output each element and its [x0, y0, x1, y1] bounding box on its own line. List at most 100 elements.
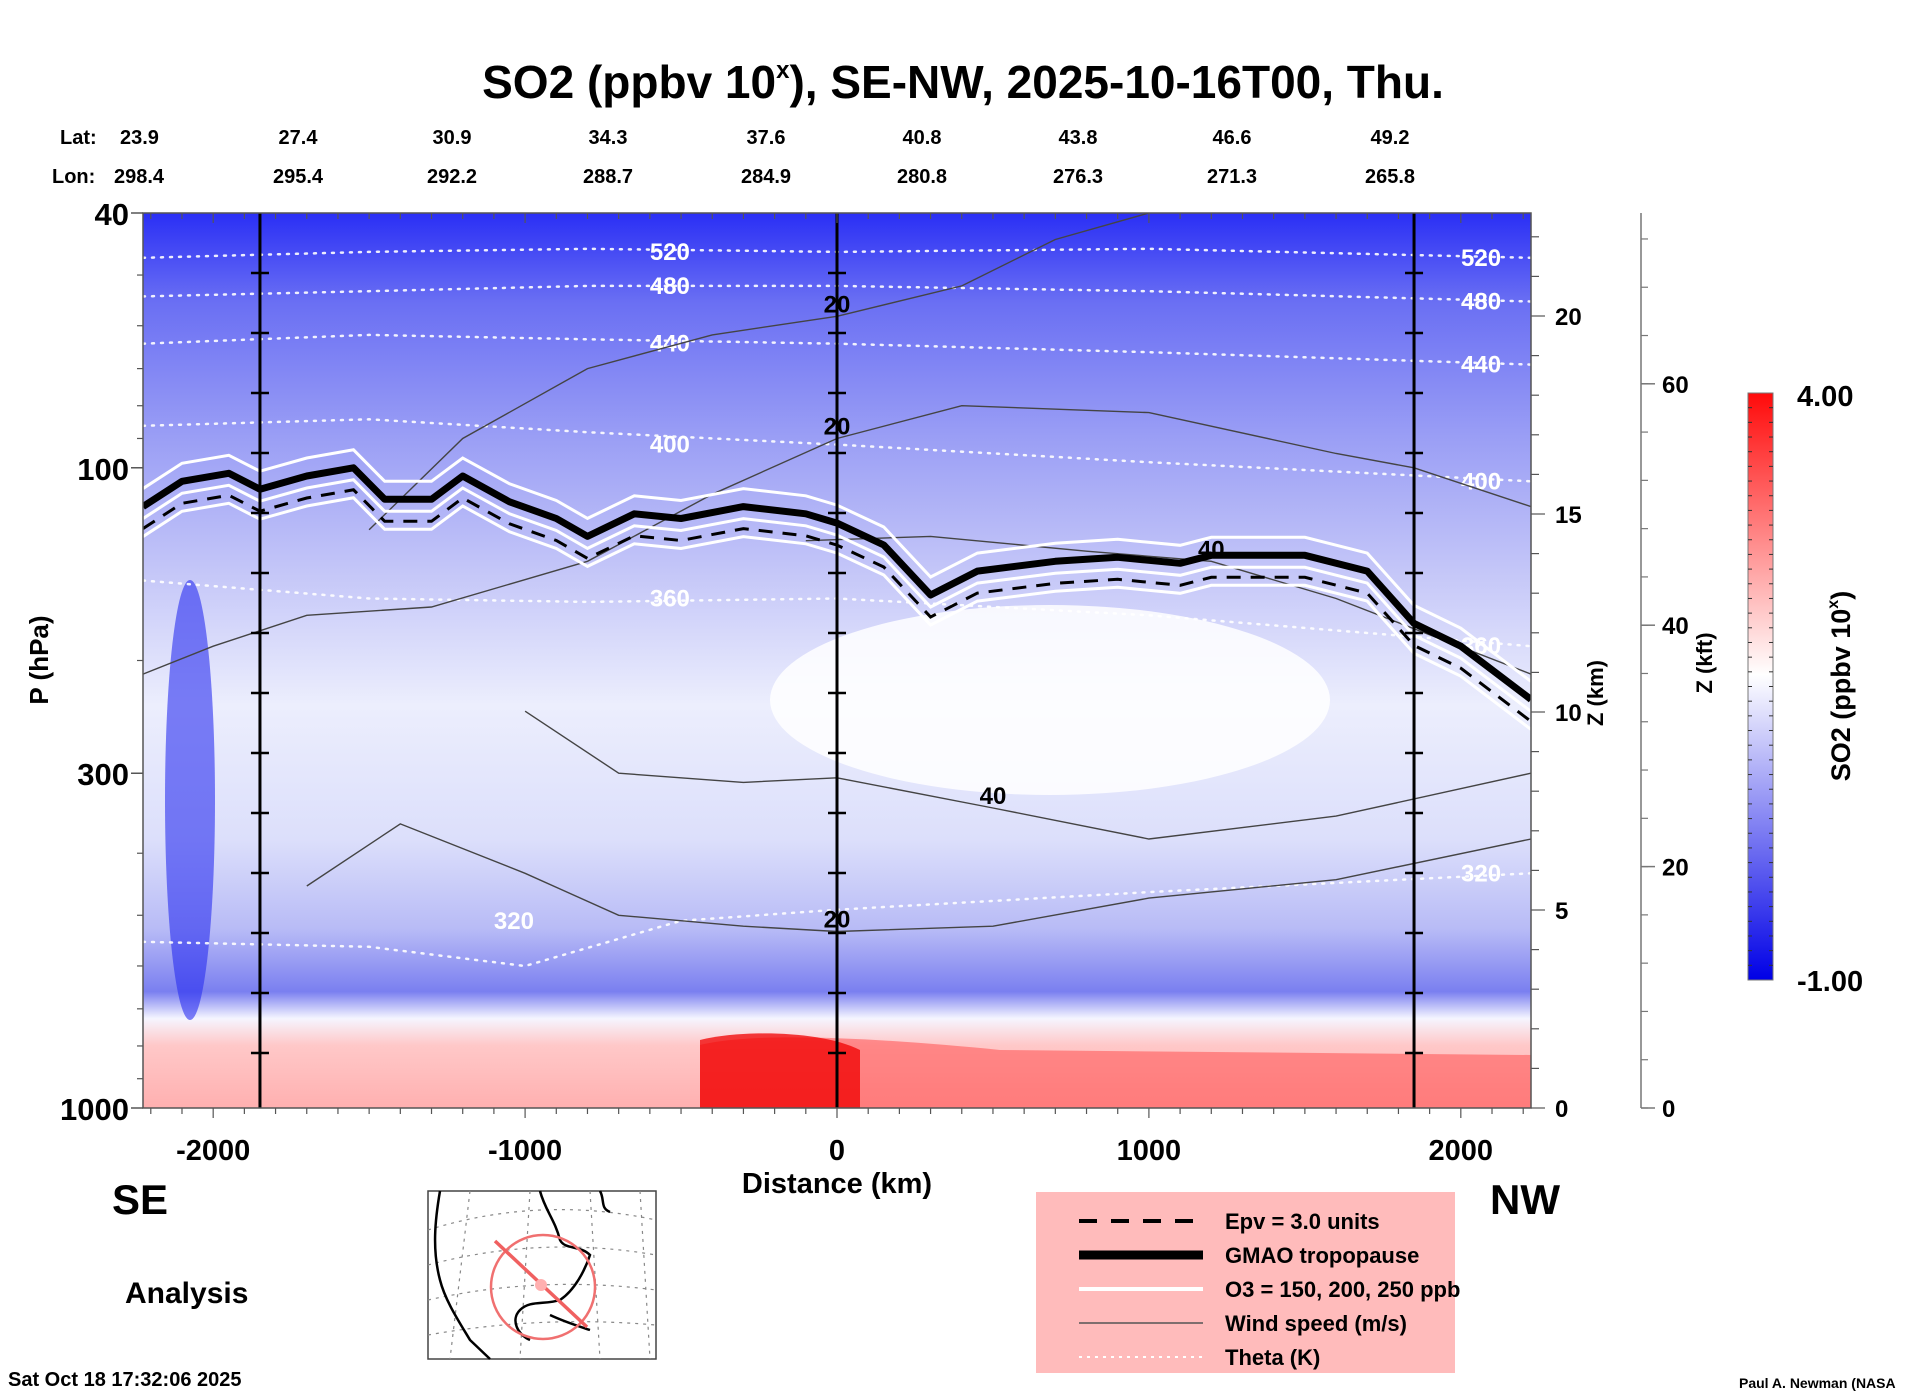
- wind-speed-contour-line: [143, 404, 1531, 675]
- direction-nw: NW: [1490, 1176, 1560, 1223]
- theta-contour-label: 480: [650, 273, 690, 300]
- lat-value: 34.3: [589, 127, 628, 149]
- ozone-contour-line: [143, 448, 1531, 683]
- coastlines: [433, 1190, 611, 1360]
- tropopause-line: [143, 448, 1531, 731]
- z-kft-tick-label: 60: [1662, 372, 1689, 399]
- legend-label: GMAO tropopause: [1225, 1243, 1419, 1268]
- x-axis: -2000 -1000 0 1000 2000: [150, 213, 1524, 1167]
- so2-low-column: [165, 580, 215, 1020]
- x-tick-label: 2000: [1429, 1135, 1494, 1167]
- lon-value: 284.9: [741, 166, 791, 188]
- z-km-tick-label: 5: [1555, 898, 1568, 925]
- legend-label: Epv = 3.0 units: [1225, 1209, 1380, 1234]
- lat-value: 30.9: [433, 127, 472, 149]
- chart-title: SO2 (ppbv 10x), SE-NW, 2025-10-16T00, Th…: [482, 56, 1444, 108]
- legend-label: Theta (K): [1225, 1345, 1320, 1370]
- direction-se: SE: [112, 1176, 168, 1223]
- so2-minimum-region: [770, 605, 1330, 795]
- lat-label: Lat:: [60, 127, 97, 149]
- y-tick-label: 1000: [60, 1092, 129, 1127]
- lon-value: 295.4: [273, 166, 324, 188]
- x-tick-label: 0: [829, 1135, 845, 1167]
- y-axis: 40 100 300 1000: [60, 197, 143, 1127]
- z-km-axis-label: Z (km): [1583, 660, 1608, 726]
- so2-high-surface-region: [700, 1037, 1531, 1108]
- lat-value: 37.6: [747, 127, 786, 149]
- colorbar: [1747, 392, 1774, 981]
- epv-contour-line: [143, 488, 1531, 723]
- x-tick-label: -1000: [488, 1135, 562, 1167]
- lon-label: Lon:: [52, 166, 95, 188]
- lon-value: 280.8: [897, 166, 947, 188]
- lon-value: 292.2: [427, 166, 477, 188]
- station-lines: [250, 213, 1424, 1108]
- z-km-axis: 0 5 10 15 20: [1531, 236, 1582, 1123]
- theta-contour-label: 360: [650, 585, 690, 612]
- lat-value: 43.8: [1059, 127, 1098, 149]
- lat-value: 46.6: [1213, 127, 1252, 149]
- ozone-contour-line: [143, 496, 1531, 731]
- wind-speed-contour-line: [306, 823, 1531, 933]
- timestamp: Sat Oct 18 17:32:06 2025: [8, 1369, 242, 1391]
- z-kft-axis: 0 20 40 60: [1640, 213, 1689, 1123]
- legend: Epv = 3.0 units GMAO tropopause O3 = 150, …: [1036, 1192, 1460, 1373]
- theta-contour-label: 320: [494, 908, 534, 935]
- lon-value: 288.7: [583, 166, 633, 188]
- credit: Paul A. Newman (NASA: [1739, 1375, 1896, 1391]
- lat-value: 49.2: [1371, 127, 1410, 149]
- theta-contour-label: 480: [1461, 289, 1501, 316]
- wind-speed-contour-line: [524, 710, 1531, 840]
- wind-speed-contour-label: 40: [980, 783, 1007, 810]
- gmao-tropopause-line: [143, 464, 1531, 703]
- range-circle: [489, 1233, 597, 1341]
- colorbar-max-label: 4.00: [1797, 381, 1853, 413]
- ozone-contour-line: [143, 478, 1531, 713]
- colorbar-ticks: [1748, 407, 1773, 966]
- colorbar-min-label: -1.00: [1797, 966, 1863, 998]
- legend-label: O3 = 150, 200, 250 ppb: [1225, 1277, 1460, 1302]
- lat-value: 23.9: [120, 127, 159, 149]
- y-tick-label: 40: [95, 197, 129, 232]
- z-kft-tick-label: 40: [1662, 613, 1689, 640]
- theta-contour-label: 520: [650, 239, 690, 266]
- theta-contour-line: [143, 284, 1531, 303]
- x-tick-label: -2000: [176, 1135, 250, 1167]
- lat-value: 27.4: [279, 127, 319, 149]
- so2-peak-region: [700, 1033, 860, 1108]
- colorbar-label: SO2 (ppbv 10x): [1825, 591, 1856, 781]
- location-map-inset: [427, 1190, 657, 1360]
- theta-contour-line: [143, 872, 1531, 968]
- theta-contour-label: 440: [1461, 352, 1501, 379]
- theta-contour-label: 520: [1461, 245, 1501, 272]
- z-kft-tick-label: 20: [1662, 855, 1689, 882]
- lon-value: 276.3: [1053, 166, 1103, 188]
- lon-value: 298.4: [114, 166, 165, 188]
- y-tick-label: 300: [77, 757, 129, 792]
- lat-value: 40.8: [903, 127, 942, 149]
- wind-speed-contour-line: [368, 213, 1150, 531]
- z-km-tick-label: 15: [1555, 502, 1582, 529]
- theta-contour-label: 400: [1461, 468, 1501, 495]
- lon-value: 271.3: [1207, 166, 1257, 188]
- theta-contour-line: [143, 333, 1531, 366]
- x-tick-label: 1000: [1117, 1135, 1182, 1167]
- theta-contour-line: [143, 418, 1531, 483]
- run-type-label: Analysis: [125, 1277, 248, 1310]
- lat-lon-row: 23.9 27.4 30.9 34.3 37.6 40.8 43.8 46.6 49.2 298.…: [114, 127, 1415, 188]
- transect-center-marker: [535, 1279, 547, 1291]
- lon-value: 265.8: [1365, 166, 1415, 188]
- theta-contour-line: [143, 247, 1531, 260]
- z-km-tick-label: 0: [1555, 1096, 1568, 1123]
- z-kft-axis-label: Z (kft): [1692, 632, 1717, 693]
- theta-contour-label: 440: [650, 331, 690, 358]
- z-km-tick-label: 20: [1555, 304, 1582, 331]
- theta-contour-label: 400: [650, 432, 690, 459]
- y-tick-label: 100: [77, 452, 129, 487]
- theta-contour-line: [143, 579, 1531, 648]
- z-km-tick-label: 10: [1555, 700, 1582, 727]
- legend-label: Wind speed (m/s): [1225, 1311, 1407, 1336]
- x-axis-label: Distance (km): [742, 1168, 932, 1200]
